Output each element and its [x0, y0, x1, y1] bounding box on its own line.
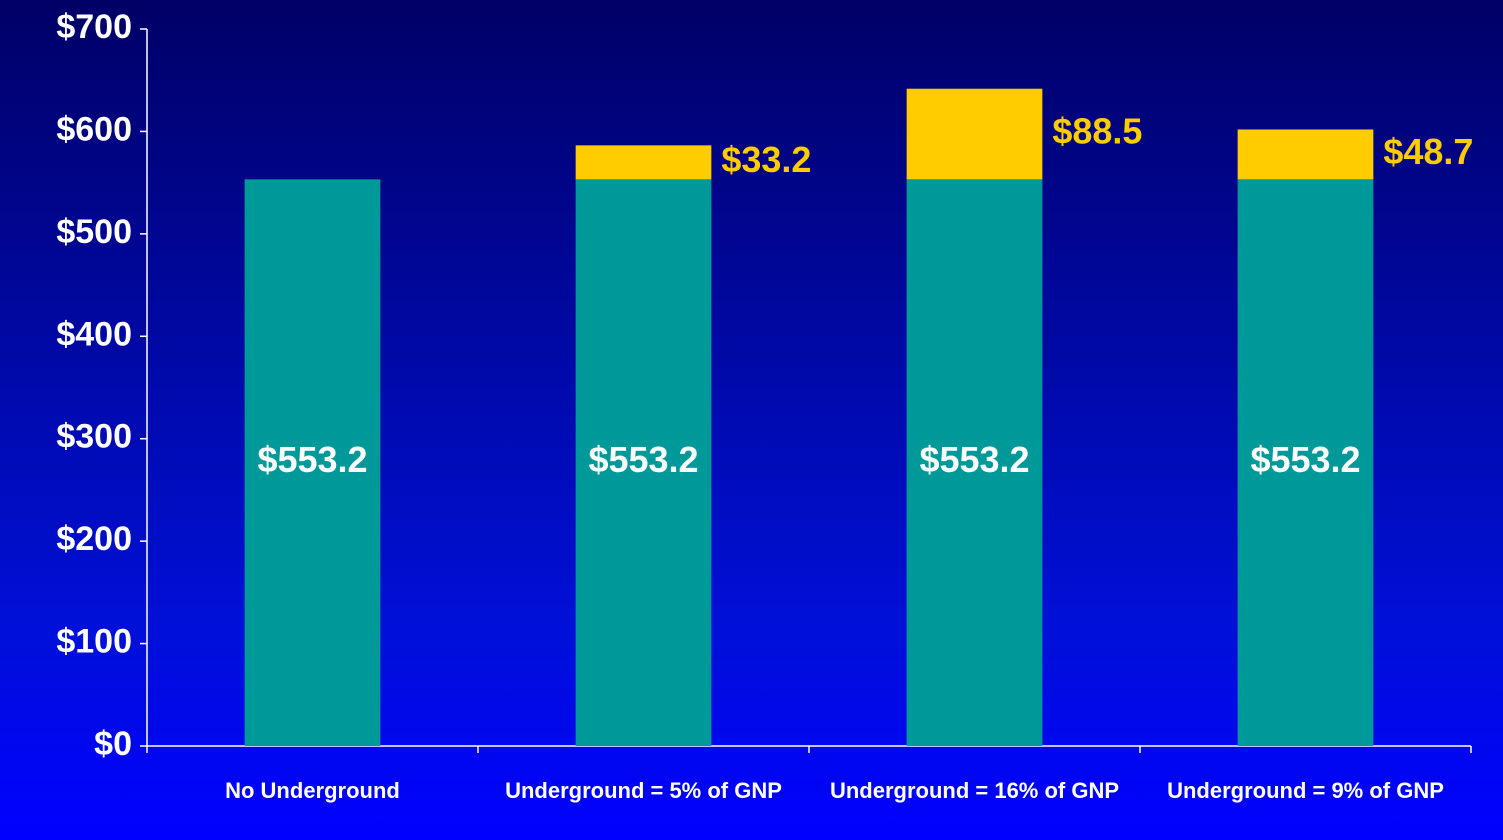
bar-segment — [1237, 179, 1374, 747]
y-tick-label: $300 — [56, 418, 132, 456]
chart: $0 $100 $200 $300 $400 $500 $600 $700 $553.2 $553… — [56, 8, 1474, 763]
y-tick-label: $700 — [56, 8, 132, 46]
bar-segment — [575, 179, 712, 747]
bar-segment — [906, 88, 1043, 180]
x-tick-label: Underground = 9% of GNP — [1167, 778, 1444, 803]
value-label: $553.2 — [257, 439, 367, 480]
y-tick-label: $200 — [56, 520, 132, 558]
y-tick-label: $0 — [94, 725, 132, 763]
value-label: $48.7 — [1383, 131, 1473, 172]
x-tick-label: Underground = 5% of GNP — [505, 778, 782, 803]
bar-segment — [1237, 129, 1374, 180]
value-label: $553.2 — [588, 439, 698, 480]
value-label: $33.2 — [721, 139, 811, 180]
y-tick-label: $100 — [56, 623, 132, 661]
value-label: $553.2 — [919, 439, 1029, 480]
bar-segment — [244, 179, 381, 747]
y-tick-label: $500 — [56, 213, 132, 251]
x-tick-label: Underground = 16% of GNP — [829, 778, 1120, 803]
bar-segment — [575, 145, 712, 180]
y-tick-label: $400 — [56, 315, 132, 353]
value-label: $553.2 — [1250, 439, 1360, 480]
value-label: $88.5 — [1052, 111, 1142, 152]
x-tick-label: No Underground — [225, 778, 400, 803]
y-tick-label: $600 — [56, 110, 132, 148]
bar-segment — [906, 179, 1043, 747]
